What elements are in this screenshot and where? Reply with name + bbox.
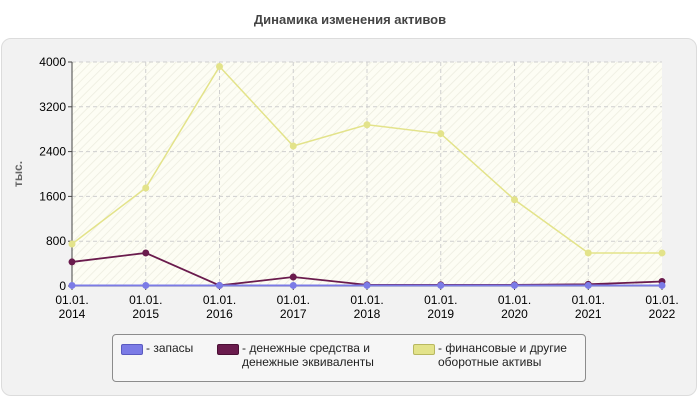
data-point: [289, 281, 297, 289]
legend: - запасы - денежные средства и денежные …: [112, 334, 586, 382]
data-point: [216, 62, 223, 70]
y-tick-label: 800: [46, 234, 66, 248]
legend-swatch-other-assets: [413, 344, 435, 355]
y-tick-label: 4000: [39, 55, 66, 69]
y-tick-label: 2400: [39, 145, 66, 159]
x-tick-label: 01.01. 2016: [203, 293, 236, 321]
data-point: [437, 281, 445, 289]
y-tick-label: 3200: [39, 100, 66, 114]
data-point: [216, 281, 223, 289]
data-point: [68, 258, 76, 266]
x-tick-label: 01.01. 2021: [572, 293, 605, 321]
x-tick-label: 01.01. 2018: [350, 293, 383, 321]
legend-item-inventory: - запасы: [121, 341, 306, 355]
legend-label-inventory: - запасы: [146, 341, 194, 355]
data-point: [658, 249, 666, 257]
legend-item-other-assets: - финансовые и другие оборотные активы: [413, 341, 578, 369]
y-tick-label: 1600: [39, 189, 66, 203]
data-point: [584, 281, 592, 289]
x-tick-label: 01.01. 2015: [129, 293, 162, 321]
legend-item-cash: - денежные средства и денежные эквивален…: [217, 341, 392, 369]
data-point: [511, 196, 518, 204]
data-point: [289, 273, 297, 281]
legend-swatch-cash: [217, 344, 239, 355]
legend-label-other-assets: - финансовые и другие оборотные активы: [438, 341, 567, 369]
data-point: [584, 249, 592, 257]
data-point: [289, 142, 297, 150]
x-tick-label: 01.01. 2014: [55, 293, 88, 321]
x-tick-label: 01.01. 2017: [277, 293, 310, 321]
data-point: [437, 130, 445, 138]
data-point: [658, 281, 666, 289]
chart-title: Динамика изменения активов: [253, 12, 447, 27]
data-point: [363, 121, 371, 129]
x-tick-label: 01.01. 2022: [645, 293, 678, 321]
data-point: [68, 240, 76, 248]
data-point: [142, 249, 150, 257]
data-point: [142, 184, 150, 192]
data-point: [68, 281, 76, 289]
y-tick-label: 0: [59, 279, 66, 293]
data-point: [142, 281, 150, 289]
y-axis-label: тыс.: [11, 161, 25, 187]
data-point: [511, 281, 518, 289]
x-tick-label: 01.01. 2020: [498, 293, 531, 321]
x-tick-label: 01.01. 2019: [424, 293, 457, 321]
legend-swatch-inventory: [121, 344, 143, 355]
legend-label-cash: - денежные средства и денежные эквивален…: [242, 341, 374, 369]
data-point: [363, 281, 371, 289]
